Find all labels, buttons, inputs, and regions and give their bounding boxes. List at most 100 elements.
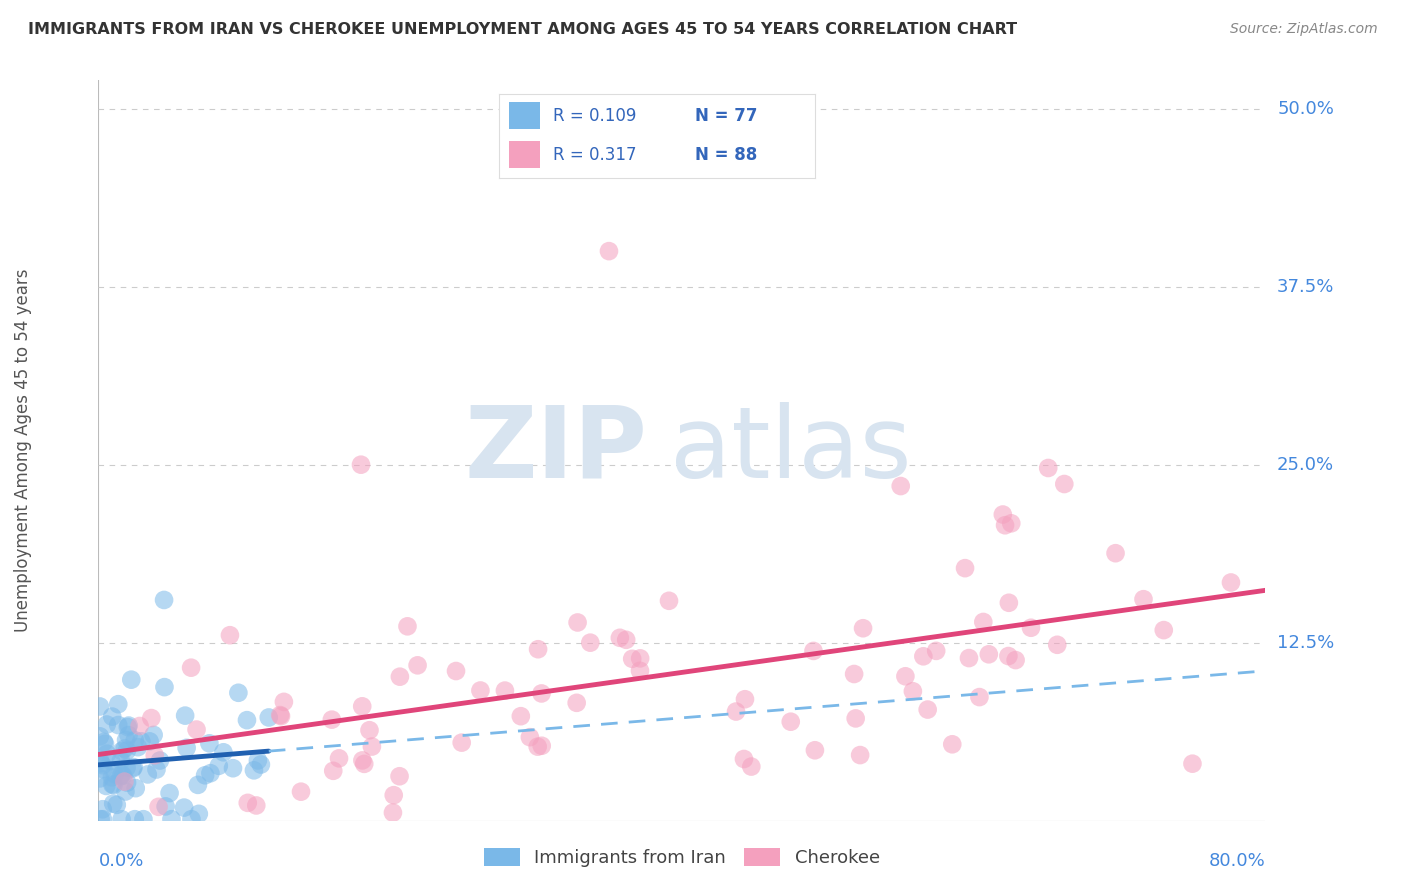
Text: 0.0%: 0.0% — [98, 852, 143, 870]
Point — [1046, 638, 1069, 652]
Point — [321, 713, 343, 727]
Point — [609, 631, 631, 645]
Point — [1004, 653, 1026, 667]
Point — [153, 593, 176, 607]
Point — [159, 786, 181, 800]
Point — [917, 702, 939, 716]
Point — [257, 710, 280, 724]
Point — [105, 797, 128, 812]
Point — [125, 781, 148, 796]
Point — [526, 739, 548, 754]
Point — [598, 244, 620, 259]
Point — [149, 754, 172, 768]
Point — [121, 761, 143, 775]
Point — [530, 686, 553, 700]
Point — [388, 670, 411, 684]
Point — [852, 621, 875, 635]
Point — [115, 733, 138, 747]
Text: ZIP: ZIP — [464, 402, 647, 499]
Point — [117, 728, 139, 742]
Point — [180, 661, 202, 675]
Point — [145, 763, 167, 777]
Point — [180, 812, 202, 826]
Point — [1220, 575, 1243, 590]
Point — [120, 673, 142, 687]
Point — [142, 728, 165, 742]
Text: N = 88: N = 88 — [695, 145, 758, 163]
Text: 80.0%: 80.0% — [1209, 852, 1265, 870]
Point — [621, 652, 644, 666]
Point — [89, 730, 111, 744]
Point — [90, 812, 112, 826]
Point — [129, 734, 152, 748]
Point — [250, 757, 273, 772]
Point — [96, 747, 118, 761]
Point — [136, 767, 159, 781]
Point — [110, 767, 132, 781]
Point — [187, 778, 209, 792]
Point — [361, 739, 384, 754]
Point — [273, 695, 295, 709]
Point — [198, 736, 221, 750]
Point — [115, 775, 138, 789]
Point — [912, 649, 935, 664]
Point — [406, 658, 429, 673]
Point — [941, 737, 963, 751]
Point — [127, 740, 149, 755]
Point — [1153, 623, 1175, 637]
Point — [894, 669, 917, 683]
Point — [969, 690, 991, 704]
Point — [115, 761, 138, 775]
Point — [803, 644, 825, 658]
Point — [222, 761, 245, 775]
Point — [160, 812, 183, 826]
Point — [138, 734, 160, 748]
Point — [270, 709, 292, 723]
Point — [194, 768, 217, 782]
Text: 50.0%: 50.0% — [1277, 100, 1334, 118]
Point — [733, 752, 755, 766]
Text: IMMIGRANTS FROM IRAN VS CHEROKEE UNEMPLOYMENT AMONG AGES 45 TO 54 YEARS CORRELAT: IMMIGRANTS FROM IRAN VS CHEROKEE UNEMPLO… — [28, 22, 1018, 37]
Point — [173, 800, 195, 814]
Point — [236, 713, 259, 727]
Point — [991, 508, 1014, 522]
Point — [450, 736, 472, 750]
Point — [228, 686, 250, 700]
Point — [353, 756, 375, 771]
Text: R = 0.317: R = 0.317 — [553, 145, 637, 163]
Point — [114, 774, 136, 789]
Point — [997, 648, 1019, 663]
Point — [530, 739, 553, 753]
Point — [994, 518, 1017, 533]
Point — [101, 777, 124, 791]
Point — [118, 718, 141, 732]
Point — [236, 796, 259, 810]
Point — [328, 751, 350, 765]
Point — [779, 714, 801, 729]
Point — [143, 748, 166, 763]
Point — [153, 680, 176, 694]
Point — [243, 764, 266, 778]
Point — [94, 737, 117, 751]
Point — [141, 711, 163, 725]
Point — [740, 759, 762, 773]
Text: atlas: atlas — [671, 402, 912, 499]
Point — [352, 753, 374, 767]
Point — [1038, 461, 1060, 475]
Point — [96, 717, 118, 731]
Point — [91, 812, 114, 826]
Point — [91, 802, 114, 816]
Point — [115, 743, 138, 757]
Bar — [509, 103, 540, 129]
Point — [724, 705, 747, 719]
Point — [565, 696, 588, 710]
Point — [89, 699, 111, 714]
Point — [200, 766, 222, 780]
Point — [114, 741, 136, 756]
Point — [104, 767, 127, 781]
Point — [381, 805, 404, 820]
Point — [148, 800, 170, 814]
Point — [174, 708, 197, 723]
Point — [382, 788, 405, 802]
Point — [107, 718, 129, 732]
